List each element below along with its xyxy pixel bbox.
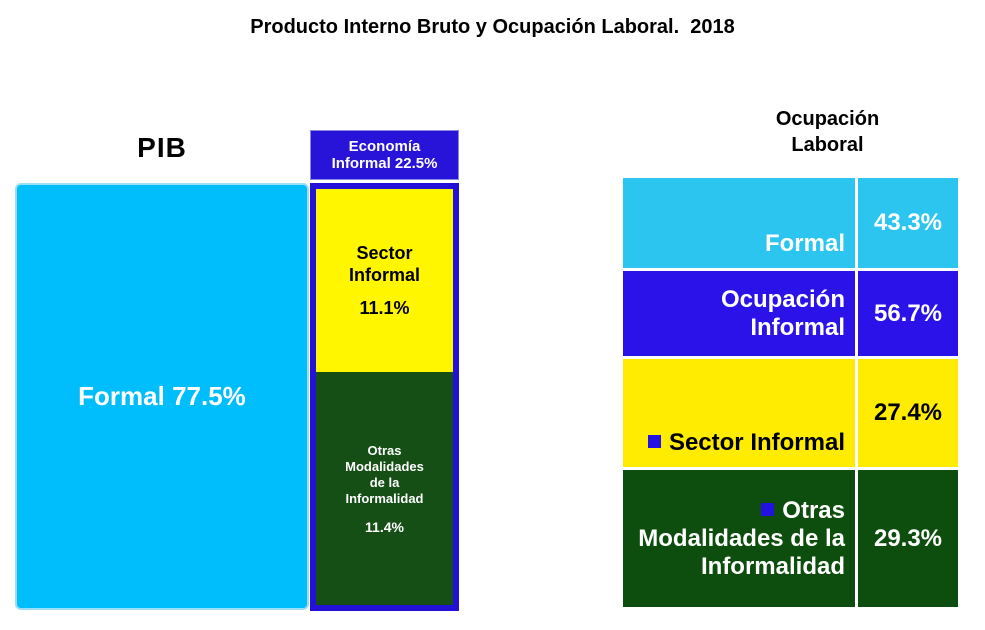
blue-square-bullet-icon [647,435,661,448]
pib-informal-header: Economía Informal 22.5% [310,130,459,180]
pib-otras-modalidades-segment: Otras Modalidades de la Informalidad 11.… [316,372,453,605]
table-row-sector-informal: Sector Informal 27.4% [623,356,958,467]
pib-formal-label: Formal 77.5% [78,381,246,411]
pib-sector-informal-segment: Sector Informal 11.1% [316,189,453,372]
otras-value: 11.4% [365,518,404,535]
row-sector-informal-value: 27.4% [855,359,958,467]
row-otras-modalidades-value: 29.3% [855,470,958,607]
row-sector-informal-text: Sector Informal [668,429,845,456]
table-row-ocupacion-informal: Ocupación Informal 56.7% [623,268,958,356]
otras-line3: de la [369,474,400,490]
otras-line4: Informalidad [345,490,424,506]
pib-informal-header-line2: Informal 22.5% [331,155,438,172]
ocupacion-table: Formal 43.3% Ocupación Informal 56.7% Se… [623,178,958,607]
row-formal-value: 43.3% [855,178,958,268]
page-title: Producto Interno Bruto y Ocupación Labor… [250,16,735,38]
blue-square-bullet-icon [761,502,775,516]
pib-formal-segment: Formal 77.5% [15,183,309,610]
table-row-otras-modalidades: Otras Modalidades de la Informalidad 29.… [623,467,958,607]
ocupacion-title-line2: Laboral [791,134,864,156]
row-formal-label: Formal [764,230,845,257]
ocupacion-title-line1: Ocupación [775,108,880,130]
pib-informal-column: Sector Informal 11.1% Otras Modalidades … [310,183,459,611]
pib-informal-header-line1: Economía [348,138,421,155]
table-row-formal: Formal 43.3% [623,178,958,268]
row-otras-modalidades-label: Otras Modalidades de la Informalidad [623,470,855,607]
otras-line2: Modalidades [345,458,424,474]
sector-informal-line2: Informal [348,265,420,285]
row-ocupacion-informal-value: 56.7% [855,271,958,356]
row-sector-informal-label: Sector Informal [623,359,855,467]
sector-informal-line1: Sector [356,243,413,263]
row-otras-modalidades-text: Otras Modalidades de la Informalidad [638,496,845,580]
row-ocupacion-informal-label: Ocupación Informal [720,285,845,341]
ocupacion-chart-title: Ocupación Laboral [640,106,985,158]
otras-line1: Otras [367,442,402,458]
sector-informal-value: 11.1% [359,298,410,318]
pib-chart-title: PIB [137,132,187,163]
